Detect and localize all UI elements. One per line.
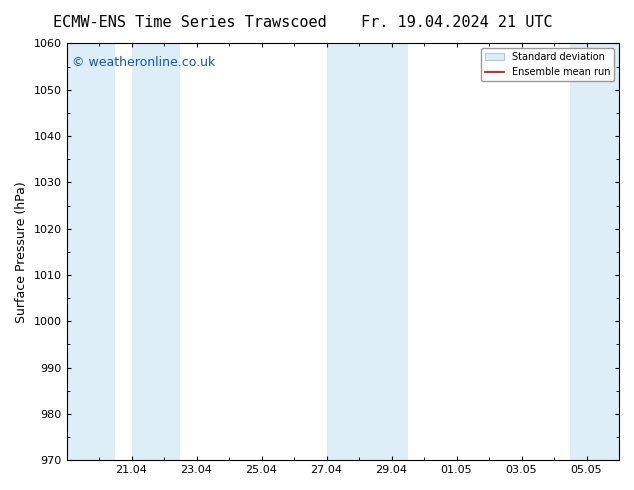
Text: ECMW-ENS Time Series Trawscoed: ECMW-ENS Time Series Trawscoed (53, 15, 327, 30)
Y-axis label: Surface Pressure (hPa): Surface Pressure (hPa) (15, 181, 28, 323)
Text: Fr. 19.04.2024 21 UTC: Fr. 19.04.2024 21 UTC (361, 15, 552, 30)
Bar (67, 44, 115, 460)
Legend: Standard deviation, Ensemble mean run: Standard deviation, Ensemble mean run (481, 49, 614, 81)
Bar (131, 44, 180, 460)
Bar (327, 44, 408, 460)
Text: © weatheronline.co.uk: © weatheronline.co.uk (72, 56, 216, 69)
Bar (570, 44, 619, 460)
